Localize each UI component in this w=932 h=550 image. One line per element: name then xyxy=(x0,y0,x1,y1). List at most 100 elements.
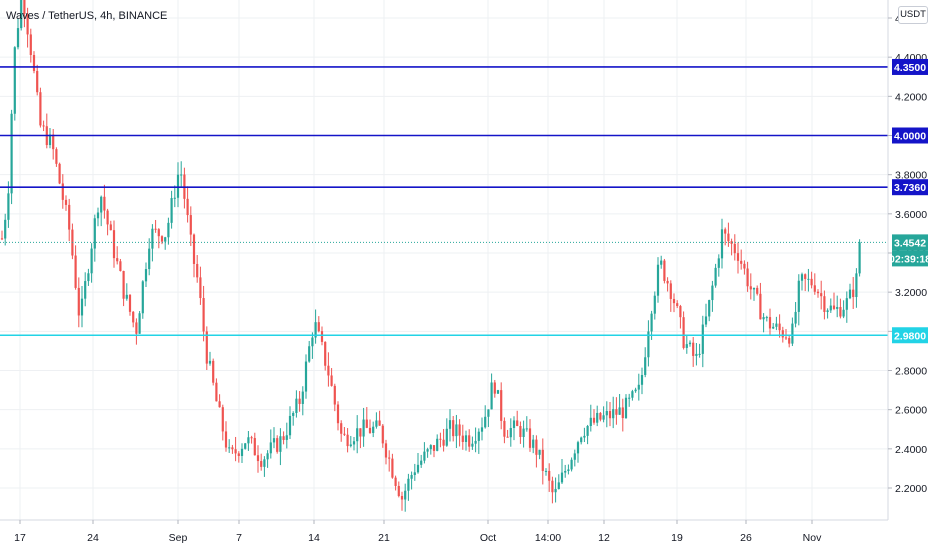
candle-down xyxy=(61,183,64,200)
candle-down xyxy=(669,283,672,299)
candle-up xyxy=(532,439,535,448)
candle-up xyxy=(304,361,308,392)
candle-down xyxy=(333,385,336,405)
candle-up xyxy=(512,420,516,429)
candle-down xyxy=(784,337,788,339)
candle-down xyxy=(42,125,45,127)
candle-down xyxy=(23,0,26,14)
candle-up xyxy=(170,198,173,223)
time-tick-label: 12 xyxy=(598,532,610,544)
candle-up xyxy=(509,428,512,438)
candle-down xyxy=(740,260,743,264)
candle-up xyxy=(650,313,653,332)
time-axis[interactable]: 17 24 Sep 7 14 21 Oct 14:00 12 19 26 Nov xyxy=(14,520,822,544)
price-tick-label: 3.8000 xyxy=(895,170,927,182)
candle-down xyxy=(186,198,189,216)
time-tick-label: Nov xyxy=(803,532,822,544)
candle-up xyxy=(429,445,432,450)
candle-down xyxy=(135,322,138,334)
candle-up xyxy=(96,212,100,219)
last-price-tag xyxy=(892,234,928,251)
candle-down xyxy=(810,278,813,286)
candle-up xyxy=(685,344,688,348)
candle-up xyxy=(455,424,458,437)
candle-down xyxy=(663,260,666,281)
candle-up xyxy=(314,322,317,338)
candle-up xyxy=(356,428,359,442)
candle-up xyxy=(362,419,365,437)
candle-up xyxy=(208,360,212,364)
candle-up xyxy=(656,264,660,296)
candle-up xyxy=(628,397,631,399)
candle-down xyxy=(231,447,234,450)
candle-up xyxy=(586,426,589,436)
candle-up xyxy=(544,470,548,472)
candle-up xyxy=(16,28,20,48)
candle-up xyxy=(125,294,128,299)
candle-down xyxy=(839,306,842,317)
candle-down xyxy=(394,477,397,486)
candle-up xyxy=(660,260,663,265)
candle-down xyxy=(282,436,285,440)
candle-up xyxy=(240,448,244,456)
candle-up xyxy=(228,447,231,449)
currency-unit-button[interactable]: USDT xyxy=(898,6,928,24)
candle-down xyxy=(260,461,263,467)
candle-down xyxy=(608,411,612,419)
price-tags: 4.3500 4.0000 3.7360 2.9800 3.4542 02:39:18 xyxy=(889,58,931,344)
candle-down xyxy=(320,331,324,342)
candle-down xyxy=(189,215,192,235)
candle-up xyxy=(407,478,410,491)
candle-down xyxy=(112,230,116,259)
level-tag-label: 4.3500 xyxy=(894,62,926,74)
candle-up xyxy=(7,193,10,220)
candle-down xyxy=(551,480,554,493)
candle-down xyxy=(724,229,727,234)
candle-up xyxy=(637,384,640,390)
candle-down xyxy=(324,341,327,366)
level-tag xyxy=(892,58,928,75)
candle-down xyxy=(528,428,532,448)
time-tick-label: 17 xyxy=(14,532,26,544)
level-tag-label: 3.7360 xyxy=(894,182,926,194)
candle-down xyxy=(212,360,215,383)
candle-up xyxy=(618,407,621,415)
candle-down xyxy=(452,420,455,437)
candle-down xyxy=(615,409,618,415)
candle-up xyxy=(352,441,356,445)
candle-up xyxy=(720,229,724,259)
candle-down xyxy=(55,149,58,164)
candle-up xyxy=(464,435,468,442)
candle-up xyxy=(84,281,87,299)
time-tick-label: 21 xyxy=(378,532,390,544)
candle-down xyxy=(253,438,256,456)
candle-down xyxy=(64,199,68,205)
candle-up xyxy=(522,428,525,437)
candle-up xyxy=(570,459,573,470)
candle-down xyxy=(458,424,461,436)
candle-up xyxy=(605,411,608,416)
candle-up xyxy=(263,459,266,467)
candle-down xyxy=(368,427,372,433)
candle-up xyxy=(20,0,23,29)
level-tag-label: 2.9800 xyxy=(894,330,926,342)
candle-up xyxy=(800,274,804,281)
candle-up xyxy=(93,218,96,249)
candle-down xyxy=(746,268,749,287)
candle-up xyxy=(829,305,832,311)
candle-up xyxy=(576,442,580,454)
candle-up xyxy=(845,298,848,310)
candle-up xyxy=(477,431,480,441)
candle-up xyxy=(807,278,810,280)
candle-up xyxy=(144,269,148,282)
level-tag-label: 4.0000 xyxy=(894,131,926,143)
candle-down xyxy=(378,420,381,426)
candle-up xyxy=(80,298,84,316)
candle-down xyxy=(493,382,496,394)
candle-down xyxy=(215,382,218,402)
candle-up xyxy=(266,453,269,460)
candle-down xyxy=(250,437,253,439)
candle-down xyxy=(468,435,471,447)
candle-up xyxy=(762,317,765,320)
